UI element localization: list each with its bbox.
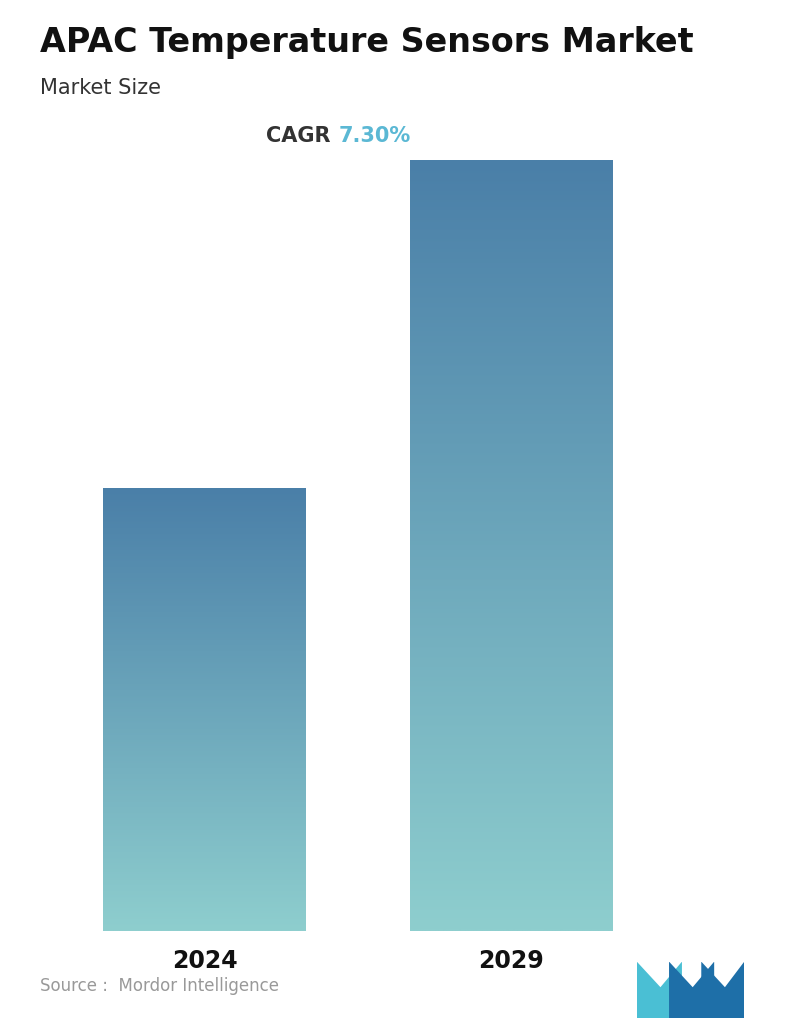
Polygon shape xyxy=(637,962,682,1018)
Text: CAGR: CAGR xyxy=(266,126,330,146)
Text: Source :  Mordor Intelligence: Source : Mordor Intelligence xyxy=(40,977,279,995)
Text: 2029: 2029 xyxy=(478,949,544,973)
Text: Market Size: Market Size xyxy=(40,78,161,97)
Text: APAC Temperature Sensors Market: APAC Temperature Sensors Market xyxy=(40,26,693,59)
Polygon shape xyxy=(701,962,744,1018)
Polygon shape xyxy=(669,962,714,1018)
Text: 7.30%: 7.30% xyxy=(338,126,411,146)
Text: 2024: 2024 xyxy=(172,949,238,973)
